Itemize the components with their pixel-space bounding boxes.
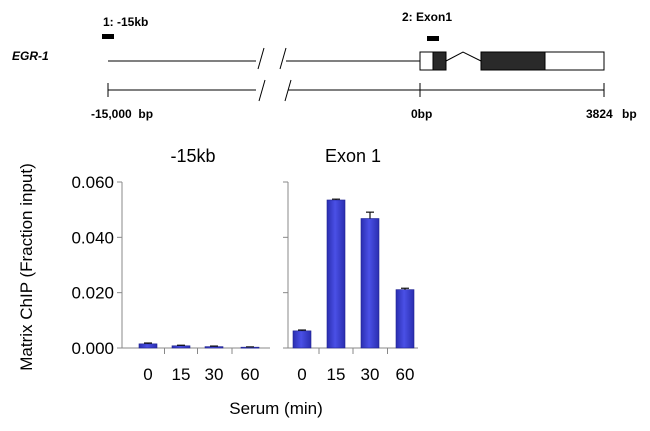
axis-break-mark — [258, 79, 266, 102]
axis-break-mark — [284, 79, 292, 102]
x-tick-label: 30 — [205, 365, 224, 384]
panel-title: Exon 1 — [325, 146, 381, 166]
x-axis-title: Serum (min) — [229, 399, 323, 418]
bar — [360, 218, 380, 349]
bar — [292, 330, 312, 349]
panel-exon-1: Exon 1 0 15 30 60 — [283, 146, 418, 384]
x-tick-labels: 0 15 30 60 — [143, 365, 259, 384]
x-tick-labels: 0 15 30 60 — [297, 365, 414, 384]
axis-break-mark — [257, 47, 265, 70]
axis-break-mark — [279, 47, 287, 70]
bars — [292, 198, 415, 349]
coordinate-label-end: 3824 — [586, 107, 613, 121]
region-2-amplicon-marker — [427, 36, 439, 41]
exon-2-coding-box — [480, 51, 546, 71]
region-1-label: 1: -15kb — [103, 15, 148, 29]
x-tick-label: 0 — [297, 365, 306, 384]
y-tick-label: 0.000 — [71, 339, 114, 358]
y-tick-label: 0.060 — [71, 173, 114, 192]
x-tick-label: 30 — [361, 365, 380, 384]
bar — [326, 199, 346, 349]
exon-1-utr-box — [419, 51, 434, 71]
coordinate-label-zero: 0bp — [411, 107, 432, 121]
gene-name-label: EGR-1 — [12, 49, 49, 63]
bars — [138, 342, 260, 349]
y-axis-title: Matrix ChIP (Fraction input) — [17, 163, 36, 371]
bar — [204, 346, 224, 349]
coordinate-label-start: -15,000 bp — [91, 107, 153, 121]
panel-title: -15kb — [170, 146, 215, 166]
bar — [171, 345, 191, 349]
x-tick-label: 60 — [241, 365, 260, 384]
panel-minus-15kb: -15kb 0 15 30 60 — [117, 146, 270, 384]
x-tick-label: 15 — [172, 365, 191, 384]
region-1-amplicon-marker — [102, 34, 114, 39]
y-tick-label: 0.020 — [71, 284, 114, 303]
y-tick-label: 0.040 — [71, 228, 114, 247]
axis-ticks — [283, 181, 388, 354]
bar — [138, 343, 158, 349]
y-tick-labels: 0.000 0.020 0.040 0.060 — [71, 173, 114, 358]
exon-2-utr-box — [544, 51, 605, 71]
x-tick-label: 15 — [327, 365, 346, 384]
intron-line — [445, 51, 482, 62]
gene-map: EGR-1 1: -15kb 2: Exon1 -15,000 bp 0bp 3… — [12, 10, 637, 121]
chart: Matrix ChIP (Fraction input) 0.0000.0200… — [17, 146, 418, 418]
x-tick-label: 0 — [143, 365, 152, 384]
exon-1-coding-box — [432, 51, 447, 71]
axis-ticks — [117, 181, 233, 354]
region-2-label: 2: Exon1 — [402, 10, 452, 24]
x-tick-label: 60 — [396, 365, 415, 384]
coordinate-label-unit: bp — [622, 107, 637, 121]
bar — [395, 289, 415, 349]
